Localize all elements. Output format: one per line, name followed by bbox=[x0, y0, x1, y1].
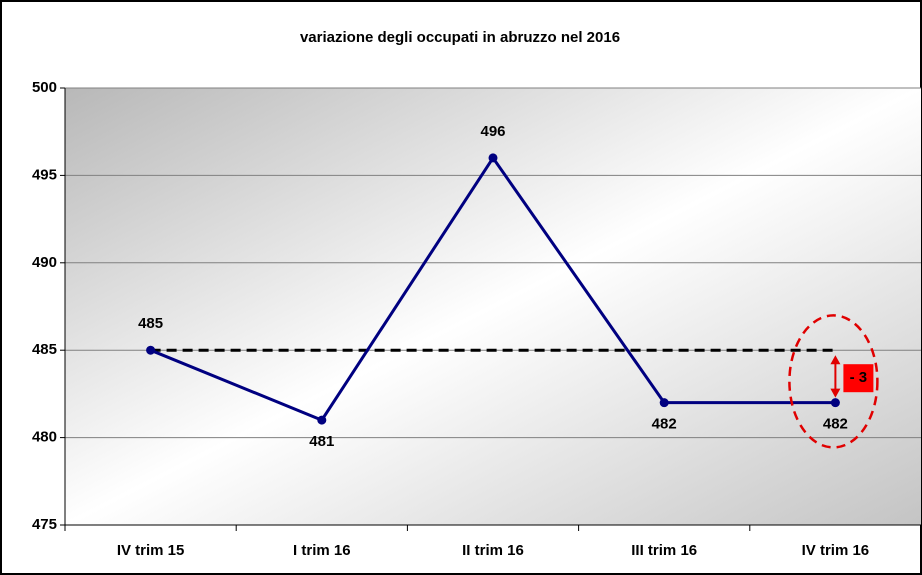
x-tick-label: IV trim 15 bbox=[117, 542, 185, 559]
point bbox=[830, 398, 840, 408]
data-label: 485 bbox=[138, 315, 163, 332]
annotation-box bbox=[843, 364, 874, 393]
data-label: 482 bbox=[652, 416, 677, 433]
y-tick-label: 500 bbox=[32, 79, 57, 96]
y-tick-label: 475 bbox=[32, 516, 57, 533]
y-tick-label: 490 bbox=[32, 254, 57, 271]
annotation: - 3 bbox=[850, 369, 868, 386]
chart-title: variazione degli occupati in abruzzo nel… bbox=[300, 29, 620, 46]
data-label: 481 bbox=[309, 433, 334, 450]
y-tick-label: 485 bbox=[32, 341, 57, 358]
point bbox=[659, 398, 669, 408]
data-label: 496 bbox=[480, 123, 505, 140]
point bbox=[317, 415, 327, 425]
x-tick-label: I trim 16 bbox=[293, 542, 351, 559]
y-tick-label: 495 bbox=[32, 166, 57, 183]
x-tick-label: IV trim 16 bbox=[802, 542, 870, 559]
point bbox=[488, 153, 498, 163]
highlight-ellipse bbox=[788, 314, 879, 449]
y-tick-label: 480 bbox=[32, 429, 57, 446]
arrow-head bbox=[830, 355, 841, 398]
data-label: 482 bbox=[823, 416, 848, 433]
x-tick-label: III trim 16 bbox=[631, 542, 697, 559]
point bbox=[146, 345, 156, 355]
x-tick-label: II trim 16 bbox=[462, 542, 524, 559]
